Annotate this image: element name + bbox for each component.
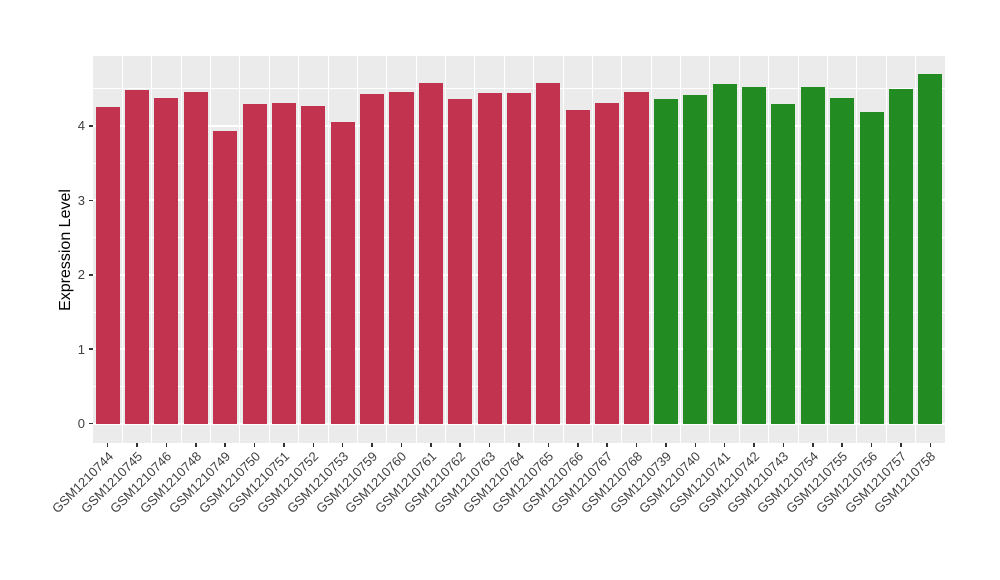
y-tick-mark	[89, 199, 93, 202]
gridline-minor-horizontal	[93, 88, 945, 90]
bar-GSM1210745	[125, 90, 150, 424]
gridline-vertical	[415, 56, 417, 443]
bar-GSM1210748	[183, 92, 208, 424]
bar-GSM1210760	[389, 92, 414, 424]
gridline-vertical	[826, 56, 828, 443]
x-tick-mark	[900, 443, 902, 447]
bar-GSM1210739	[653, 99, 678, 424]
gridline-vertical	[797, 56, 799, 443]
gridline-vertical	[503, 56, 505, 443]
y-tick-label: 0	[77, 416, 85, 432]
bar-GSM1210759	[360, 93, 385, 424]
x-tick-mark	[400, 443, 403, 447]
x-tick-mark	[577, 443, 579, 447]
gridline-vertical	[562, 56, 564, 443]
y-tick-mark	[89, 125, 93, 127]
gridline-vertical	[474, 56, 476, 443]
x-tick-mark	[547, 443, 550, 447]
x-tick-mark	[665, 443, 667, 447]
x-tick-mark	[694, 443, 697, 447]
x-tick-mark	[371, 443, 373, 447]
bar-GSM1210765	[536, 82, 561, 424]
gridline-vertical	[386, 56, 388, 443]
gridline-vertical	[738, 56, 740, 443]
bar-GSM1210766	[565, 110, 590, 424]
bar-GSM1210762	[448, 99, 473, 424]
gridline-vertical	[356, 56, 358, 443]
x-tick-mark	[723, 443, 726, 447]
x-tick-mark	[635, 443, 638, 447]
bar-GSM1210758	[918, 73, 943, 424]
bar-GSM1210743	[771, 104, 796, 424]
x-tick-mark	[165, 443, 168, 447]
gridline-vertical	[445, 56, 447, 443]
x-tick-mark	[253, 443, 256, 447]
gridline-vertical	[268, 56, 270, 443]
x-tick-mark	[812, 443, 814, 447]
x-tick-mark	[870, 443, 873, 447]
gridline-vertical	[151, 56, 153, 443]
bar-GSM1210750	[242, 104, 267, 424]
bar-GSM1210740	[683, 95, 708, 424]
bar-GSM1210763	[477, 93, 502, 424]
x-tick-mark	[606, 443, 608, 447]
gridline-vertical	[591, 56, 593, 443]
gridline-vertical	[915, 56, 917, 443]
x-tick-mark	[312, 443, 315, 447]
x-tick-mark	[195, 443, 197, 447]
bar-GSM1210756	[859, 111, 884, 424]
y-tick-label: 4	[77, 118, 85, 134]
y-tick-mark	[89, 274, 93, 276]
x-tick-mark	[136, 443, 138, 447]
bar-GSM1210752	[301, 105, 326, 424]
x-tick-mark	[488, 443, 491, 447]
y-tick-label: 3	[77, 192, 85, 208]
gridline-vertical	[856, 56, 858, 443]
bar-GSM1210753	[330, 122, 355, 424]
gridline-vertical	[621, 56, 623, 443]
gridline-vertical	[239, 56, 241, 443]
y-tick-label: 1	[77, 341, 85, 357]
x-tick-mark	[224, 443, 226, 447]
gridline-vertical	[680, 56, 682, 443]
gridline-vertical	[768, 56, 770, 443]
bar-GSM1210755	[830, 97, 855, 424]
x-tick-mark	[283, 443, 285, 447]
bar-GSM1210767	[595, 102, 620, 424]
bar-GSM1210768	[624, 91, 649, 424]
y-tick-mark	[89, 422, 93, 425]
x-tick-mark	[341, 443, 344, 447]
x-tick-mark	[518, 443, 520, 447]
x-tick-mark	[929, 443, 932, 447]
x-tick-mark	[106, 443, 109, 447]
gridline-vertical	[327, 56, 329, 443]
x-tick-mark	[459, 443, 461, 447]
bar-GSM1210741	[712, 84, 737, 424]
bar-GSM1210754	[800, 87, 825, 424]
gridline-vertical	[533, 56, 535, 443]
gridline-vertical	[210, 56, 212, 443]
gridline-vertical	[180, 56, 182, 443]
bar-GSM1210764	[506, 93, 532, 424]
gridline-vertical	[298, 56, 300, 443]
bar-GSM1210746	[154, 98, 179, 424]
bar-GSM1210749	[213, 131, 238, 424]
gridline-vertical	[709, 56, 711, 443]
bar-GSM1210742	[741, 86, 767, 424]
bar-GSM1210751	[271, 102, 296, 424]
x-tick-mark	[841, 443, 843, 447]
gridline-major-horizontal	[93, 422, 945, 425]
bar-GSM1210757	[888, 88, 913, 424]
x-tick-mark	[430, 443, 432, 447]
gridline-vertical	[121, 56, 123, 443]
bar-GSM1210744	[95, 106, 120, 424]
x-tick-mark	[782, 443, 785, 447]
gridline-vertical	[650, 56, 652, 443]
bar-GSM1210761	[418, 82, 443, 424]
x-tick-mark	[753, 443, 755, 447]
y-tick-label: 2	[77, 267, 85, 283]
y-tick-mark	[89, 348, 93, 350]
gridline-vertical	[885, 56, 887, 443]
